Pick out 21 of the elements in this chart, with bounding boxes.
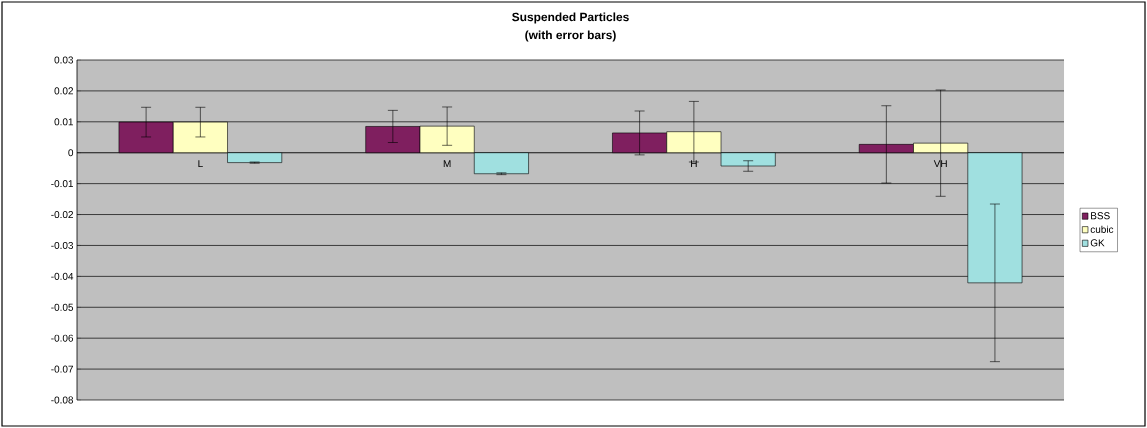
legend-label: GK — [1090, 239, 1105, 247]
chart-title: Suspended Particles — [512, 12, 629, 24]
y-tick-label: -0.08 — [51, 396, 74, 404]
y-tick-label: 0.02 — [54, 87, 73, 95]
y-tick-label: -0.05 — [51, 303, 74, 311]
y-tick-label: -0.04 — [51, 272, 74, 280]
y-tick-label: -0.02 — [51, 211, 73, 219]
y-tick-label: 0.01 — [54, 118, 74, 126]
y-tick-label: -0.03 — [51, 241, 74, 249]
legend-label: cubic — [1090, 225, 1114, 233]
y-tick-label: 0.03 — [54, 56, 74, 64]
legend-label: BSS — [1091, 212, 1110, 220]
x-tick-label: H — [691, 160, 697, 168]
y-tick-label: -0.06 — [51, 334, 74, 342]
y-tick-label: -0.07 — [51, 365, 73, 373]
x-tick-label: M — [443, 160, 451, 168]
chart-subtitle: (with error bars) — [525, 30, 616, 42]
x-tick-label: VH — [933, 160, 947, 168]
y-tick-label: 0 — [68, 149, 74, 157]
y-tick-label: -0.01 — [51, 180, 74, 188]
x-tick-label: L — [198, 160, 203, 168]
